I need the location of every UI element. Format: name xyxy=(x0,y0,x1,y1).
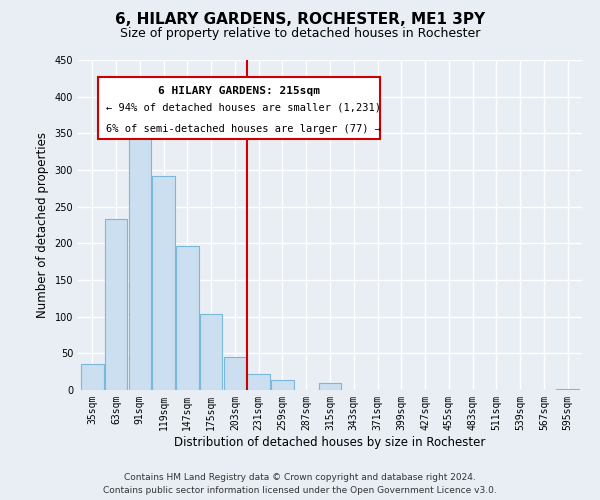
Bar xyxy=(247,374,270,390)
Bar xyxy=(271,380,294,390)
Bar xyxy=(152,176,175,390)
Text: 6% of semi-detached houses are larger (77) →: 6% of semi-detached houses are larger (7… xyxy=(106,124,381,134)
Text: Size of property relative to detached houses in Rochester: Size of property relative to detached ho… xyxy=(120,28,480,40)
Text: 6 HILARY GARDENS: 215sqm: 6 HILARY GARDENS: 215sqm xyxy=(158,86,320,97)
Text: Contains HM Land Registry data © Crown copyright and database right 2024.
Contai: Contains HM Land Registry data © Crown c… xyxy=(103,473,497,495)
Text: 6, HILARY GARDENS, ROCHESTER, ME1 3PY: 6, HILARY GARDENS, ROCHESTER, ME1 3PY xyxy=(115,12,485,28)
FancyBboxPatch shape xyxy=(98,76,380,139)
Bar xyxy=(224,357,246,390)
Bar xyxy=(81,364,104,390)
Bar xyxy=(176,246,199,390)
Bar xyxy=(200,314,223,390)
Text: ← 94% of detached houses are smaller (1,231): ← 94% of detached houses are smaller (1,… xyxy=(106,103,381,113)
Bar xyxy=(319,384,341,390)
Bar xyxy=(128,123,151,390)
Bar xyxy=(105,219,127,390)
X-axis label: Distribution of detached houses by size in Rochester: Distribution of detached houses by size … xyxy=(175,436,485,448)
Y-axis label: Number of detached properties: Number of detached properties xyxy=(36,132,49,318)
